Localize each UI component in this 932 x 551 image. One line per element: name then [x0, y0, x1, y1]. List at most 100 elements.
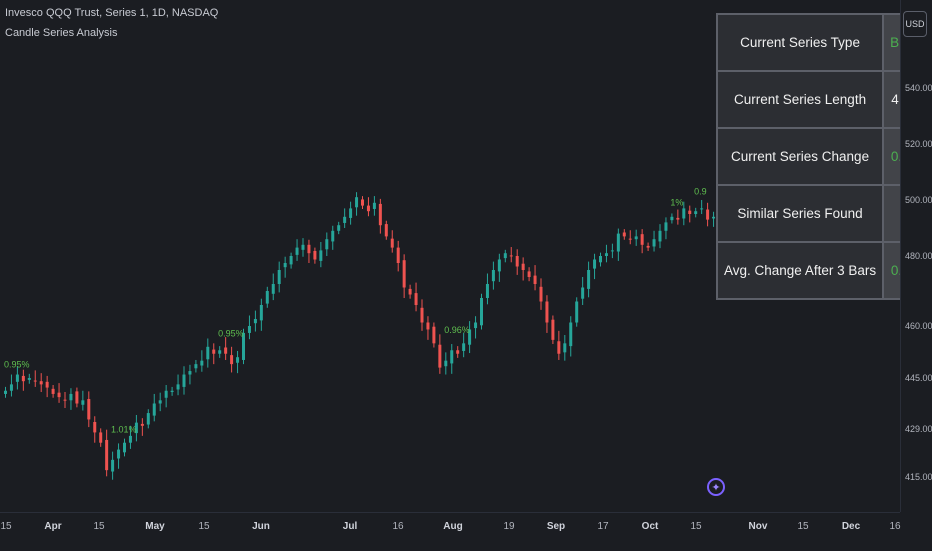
candle-body: [182, 374, 186, 387]
candle-body: [289, 256, 293, 265]
candle-body: [700, 208, 704, 210]
candle-body: [551, 319, 555, 340]
symbol-legend[interactable]: Invesco QQQ Trust, Series 1, 1D, NASDAQ: [5, 7, 219, 19]
price-tick: 540.00: [905, 83, 932, 93]
candle-body: [111, 459, 115, 472]
candle-body: [593, 259, 597, 269]
candle-body: [670, 216, 674, 221]
candle-body: [247, 326, 251, 333]
time-tick: 16: [889, 521, 901, 532]
candle-body: [361, 199, 364, 206]
time-tick: 15: [690, 521, 702, 532]
candle-body: [63, 399, 67, 401]
candle-body: [176, 384, 180, 390]
time-tick: Oct: [641, 521, 659, 532]
candle-body: [509, 255, 513, 257]
candle-body: [93, 421, 97, 433]
candle-body: [259, 305, 263, 321]
candle-body: [503, 253, 507, 259]
price-tick: 480.00: [905, 251, 932, 261]
candle-body: [557, 341, 561, 354]
price-tick: 520.00: [905, 139, 932, 149]
candle-body: [610, 250, 614, 252]
stats-row-similar-found: Similar Series Found 90: [715, 184, 932, 243]
candle-body: [9, 384, 13, 391]
compass-icon[interactable]: ✦: [707, 478, 725, 496]
time-tick: 15: [797, 521, 809, 532]
indicator-legend[interactable]: Candle Series Analysis: [5, 27, 118, 39]
candle-body: [485, 284, 489, 298]
candle-body: [581, 287, 585, 299]
candle-body: [688, 210, 692, 214]
chart-area[interactable]: 0.95% 1.01% 0.95% 0.96% 1% 0.9: [0, 0, 900, 512]
candle-body: [218, 350, 222, 354]
candle-body: [444, 360, 448, 367]
candle-body: [682, 208, 686, 219]
candle-body: [539, 286, 543, 302]
price-tick: 429.00: [905, 424, 932, 434]
candle-body: [206, 346, 210, 360]
stats-label: Similar Series Found: [715, 184, 885, 243]
candle-body: [366, 205, 370, 212]
time-tick: 15: [198, 521, 210, 532]
candle-body: [355, 197, 359, 208]
candle-body: [236, 357, 240, 363]
time-tick: 16: [392, 521, 404, 532]
candle-body: [283, 263, 287, 268]
candlestick-plot[interactable]: 0.95% 1.01% 0.95% 0.96% 1% 0.9: [0, 0, 900, 512]
currency-button[interactable]: USD: [903, 11, 927, 37]
candle-body: [515, 256, 519, 267]
time-axis[interactable]: [0, 512, 900, 551]
candle-body: [123, 442, 126, 453]
candle-body: [396, 247, 400, 263]
candle-body: [200, 360, 204, 366]
candle-body: [140, 423, 144, 426]
candle-body: [307, 244, 311, 254]
candle-body: [39, 381, 43, 385]
candle-body: [99, 432, 103, 443]
candle-body: [420, 307, 424, 323]
candle-body: [545, 301, 549, 323]
price-tick: 445.00: [905, 373, 932, 383]
candle-body: [575, 301, 579, 323]
candle-body: [640, 234, 644, 245]
candle-body: [57, 392, 61, 398]
stats-label: Current Series Change: [715, 127, 885, 186]
candle-body: [616, 233, 620, 252]
candle-body: [658, 230, 662, 242]
series-change-annotation: 1%: [670, 198, 683, 208]
candle-body: [384, 224, 388, 237]
time-tick: 17: [597, 521, 609, 532]
candle-body: [491, 270, 495, 282]
candle-body: [712, 216, 716, 219]
price-tick: 460.00: [905, 321, 932, 331]
candle-body: [426, 322, 430, 330]
candle-body: [164, 390, 168, 398]
price-tick: 415.00: [905, 472, 932, 482]
time-tick: Nov: [748, 521, 768, 532]
candle-body: [628, 238, 632, 240]
candle-body: [212, 349, 216, 354]
candle-body: [390, 238, 394, 248]
candle-body: [622, 232, 626, 237]
candle-body: [319, 250, 323, 261]
candle-body: [450, 350, 454, 364]
candle-body: [4, 390, 7, 394]
candle-body: [587, 270, 591, 289]
price-tick: 500.00: [905, 195, 932, 205]
candle-body: [242, 332, 245, 360]
time-tick: Jun: [252, 521, 270, 532]
time-tick: Apr: [44, 521, 62, 532]
series-change-annotation: 0.95%: [218, 328, 244, 338]
time-tick: Sep: [546, 521, 566, 532]
series-change-annotation: 0.95%: [4, 360, 30, 370]
candle-body: [253, 319, 257, 324]
price-axis[interactable]: [900, 0, 932, 512]
time-tick: May: [145, 521, 165, 532]
candle-body: [87, 399, 91, 420]
candle-body: [15, 374, 19, 382]
candle-body: [27, 378, 31, 380]
candle-body: [81, 400, 85, 405]
candle-body: [325, 239, 329, 250]
candle-body: [706, 209, 710, 220]
